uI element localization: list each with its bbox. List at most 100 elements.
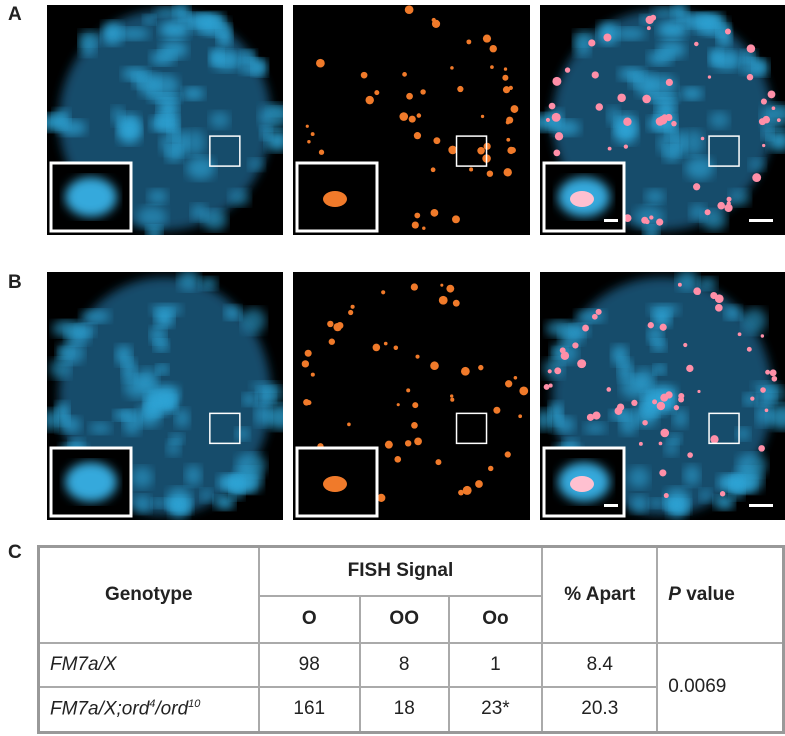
decoration [649, 498, 665, 508]
decoration [765, 370, 770, 375]
genotype-text: FM7a/X;ord [50, 698, 149, 719]
decoration [572, 342, 578, 348]
genotype-text: FM7a/X [50, 654, 117, 675]
decoration [549, 103, 556, 110]
decoration [211, 50, 242, 71]
genotype-text: /ord [155, 698, 188, 719]
decoration [659, 442, 663, 446]
decoration [236, 453, 266, 476]
decoration [306, 125, 309, 128]
decoration [433, 137, 440, 144]
decoration [603, 34, 611, 42]
panel-label: C [8, 542, 22, 564]
cell: 161 [259, 687, 360, 733]
decoration [150, 383, 180, 406]
decoration [394, 456, 401, 463]
decoration [717, 202, 725, 210]
cell: 8.4 [542, 643, 657, 687]
decoration [678, 397, 684, 403]
decoration [199, 277, 217, 290]
decoration [614, 28, 646, 40]
decoration [596, 309, 602, 315]
decoration [336, 322, 343, 329]
decoration [624, 145, 628, 149]
decoration [432, 20, 440, 28]
decoration [696, 290, 701, 295]
decoration [302, 360, 309, 367]
decoration [762, 144, 765, 147]
header-cell: FISH Signal [259, 547, 543, 596]
decoration [452, 215, 460, 223]
decoration [422, 226, 425, 229]
decoration [686, 365, 693, 372]
decoration [741, 58, 764, 74]
decoration [648, 322, 654, 328]
results-table: Genotype FISH Signal % Apart P value O O… [37, 545, 785, 734]
decoration [134, 495, 151, 513]
decoration [156, 364, 169, 375]
decoration [150, 74, 179, 97]
decoration [664, 493, 669, 498]
micrograph [293, 5, 530, 235]
decoration [478, 365, 483, 370]
genotype-cell: FM7a/X;ord4/ord10 [39, 687, 259, 733]
decoration [611, 345, 628, 365]
decoration [742, 308, 766, 334]
decoration [709, 111, 729, 128]
decoration [604, 219, 618, 222]
decoration [79, 35, 96, 56]
decoration [663, 146, 680, 162]
decoration [518, 414, 522, 418]
decoration [555, 132, 563, 140]
decoration [414, 213, 420, 219]
decoration [710, 435, 718, 443]
decoration [642, 420, 648, 426]
decoration [351, 305, 355, 309]
decoration [490, 45, 497, 52]
decoration [765, 408, 769, 412]
decoration [747, 347, 752, 352]
decoration [743, 393, 757, 406]
decoration [645, 189, 665, 204]
decoration [749, 219, 773, 222]
decoration [693, 183, 700, 190]
decoration [417, 113, 422, 118]
decoration [505, 380, 512, 387]
micrograph [540, 5, 785, 235]
decoration [319, 150, 324, 155]
decoration [450, 66, 454, 70]
decoration [666, 79, 673, 86]
decoration [248, 158, 264, 171]
micrograph [293, 272, 530, 520]
decoration [705, 209, 711, 215]
decoration [628, 467, 650, 489]
decoration [186, 157, 215, 180]
decoration [420, 89, 425, 94]
decoration [450, 394, 453, 397]
decoration [673, 408, 688, 428]
decoration [316, 59, 325, 68]
decoration [450, 398, 454, 402]
decoration [752, 173, 761, 182]
decoration [327, 321, 333, 327]
micrograph-image [47, 5, 283, 235]
decoration [570, 476, 594, 492]
decoration [561, 351, 569, 359]
decoration [752, 382, 781, 392]
decoration [604, 504, 618, 507]
decoration [505, 451, 511, 457]
header-cell: P value [657, 547, 783, 643]
decoration [81, 310, 111, 323]
superscript: 10 [188, 698, 200, 710]
figure: A B C Genotype FISH Signal % Apart P val… [0, 0, 785, 736]
decoration [209, 111, 229, 128]
header-cell: OO [360, 596, 449, 643]
decoration [506, 120, 510, 124]
decoration [701, 137, 705, 141]
decoration [217, 474, 241, 491]
genotype-cell: FM7a/X [39, 643, 259, 687]
decoration [724, 305, 741, 320]
decoration [684, 465, 701, 486]
decoration [657, 40, 685, 58]
decoration [53, 109, 70, 129]
